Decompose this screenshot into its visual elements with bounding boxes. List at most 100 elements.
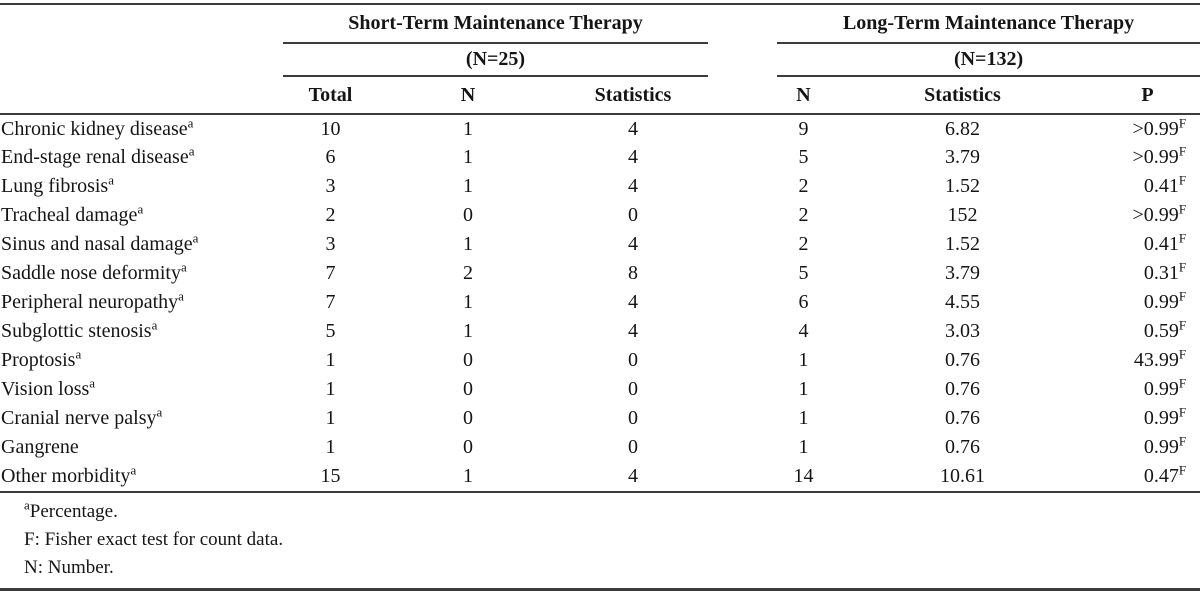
short-statistics-cell: 4	[628, 465, 638, 487]
row-label-text: Other morbidity	[1, 465, 131, 487]
short-n-cell: 1	[463, 320, 473, 342]
p-value-text: 43.99	[1133, 349, 1179, 371]
long-statistics-cell: 3.79	[945, 262, 981, 284]
table-row: Saddle nose deformitya 7 2 8 5 3.79 0.31…	[0, 259, 1200, 288]
p-value-text: 0.99	[1143, 291, 1179, 313]
footnote-line: aPercentage.	[24, 498, 1200, 526]
table-row: Other morbiditya 15 1 4 14 10.61 0.47F	[0, 462, 1200, 491]
p-value-text: >0.99	[1132, 146, 1179, 168]
p-value-text: >0.99	[1132, 117, 1179, 140]
spacer-cell	[708, 172, 777, 201]
footnote-marker: a	[151, 317, 158, 333]
p-value-text: 0.99	[1143, 436, 1179, 458]
group-header-row: Short-Term Maintenance Therapy Long-Term…	[0, 4, 1200, 44]
test-marker: F	[1178, 114, 1187, 130]
row-label-text: Lung fibrosis	[1, 175, 109, 197]
sample-size-row: (N=25) (N=132)	[0, 43, 1200, 77]
p-value-text: 0.47	[1143, 465, 1179, 487]
short-statistics-cell: 4	[628, 146, 638, 168]
p-value-cell: 0.47F	[1095, 462, 1200, 491]
total-cell: 15	[320, 465, 341, 487]
test-marker: F	[1178, 404, 1187, 420]
long-statistics-cell: 0.76	[945, 349, 981, 371]
long-n-cell: 1	[798, 407, 809, 429]
spacer-cell	[708, 4, 777, 43]
p-value-text: >0.99	[1132, 204, 1179, 226]
short-statistics-cell: 0	[628, 204, 638, 226]
short-n-cell: 0	[463, 378, 473, 400]
short-statistics-cell: 0	[628, 436, 638, 458]
col-header-total: Total	[283, 76, 378, 115]
short-n-cell: 1	[463, 117, 473, 140]
table-row: Peripheral neuropathya 7 1 4 6 4.55 0.99…	[0, 288, 1200, 317]
footnote-marker: a	[178, 288, 184, 304]
spacer-cell	[708, 288, 777, 317]
p-value-cell: >0.99F	[1095, 201, 1200, 230]
long-n-cell: 1	[798, 436, 809, 458]
short-statistics-cell: 8	[628, 262, 638, 284]
short-statistics-cell: 0	[628, 349, 638, 371]
long-n-cell: 2	[798, 233, 809, 255]
total-cell: 7	[325, 291, 336, 313]
total-cell: 1	[325, 436, 336, 458]
test-marker: F	[1178, 172, 1187, 188]
short-statistics-cell: 4	[628, 117, 638, 140]
morbidity-comparison-table: Short-Term Maintenance Therapy Long-Term…	[0, 3, 1200, 491]
spacer-cell	[708, 76, 778, 115]
spacer-cell	[708, 114, 777, 143]
long-n-cell: 9	[798, 117, 809, 140]
spacer-cell	[708, 259, 777, 288]
footnote-text: F: Fisher exact test for count data.	[24, 529, 284, 550]
table-row: Sinus and nasal damagea 3 1 4 2 1.52 0.4…	[0, 230, 1200, 259]
spacer-cell	[708, 201, 777, 230]
short-statistics-cell: 4	[628, 233, 638, 255]
p-value-cell: 43.99F	[1095, 346, 1200, 375]
long-statistics-cell: 3.79	[945, 146, 981, 168]
col-header-short-n: N	[378, 76, 558, 115]
test-marker: F	[1178, 317, 1187, 333]
short-n-cell: 0	[463, 407, 473, 429]
long-statistics-cell: 1.52	[945, 175, 981, 197]
row-label-cell: Chronic kidney diseasea	[0, 114, 283, 143]
long-term-n-label: (N=132)	[777, 43, 1200, 77]
row-label-cell: Peripheral neuropathya	[0, 288, 283, 317]
footnote-line: F: Fisher exact test for count data.	[24, 526, 1200, 554]
footnotes: aPercentage. F: Fisher exact test for co…	[0, 491, 1200, 591]
col-header-p: P	[1095, 76, 1200, 115]
total-cell: 5	[325, 320, 336, 342]
row-label-text: Vision loss	[1, 378, 90, 400]
footnote-marker: a	[156, 404, 163, 420]
short-n-cell: 0	[463, 204, 473, 226]
long-statistics-cell: 0.76	[945, 378, 981, 400]
table-row: Vision lossa 1 0 0 1 0.76 0.99F	[0, 375, 1200, 404]
footnote-text: N: Number.	[24, 557, 114, 578]
total-cell: 1	[325, 349, 336, 371]
row-label-text: Cranial nerve palsy	[1, 407, 157, 429]
test-marker: F	[1178, 201, 1187, 217]
p-value-text: 0.31	[1143, 262, 1179, 284]
row-label-cell: Vision lossa	[0, 375, 283, 404]
row-label-text: Sinus and nasal damage	[1, 233, 193, 255]
short-statistics-cell: 4	[628, 291, 638, 313]
table-row: Lung fibrosisa 3 1 4 2 1.52 0.41F	[0, 172, 1200, 201]
long-n-cell: 5	[798, 146, 809, 168]
short-statistics-cell: 0	[628, 407, 638, 429]
spacer-cell	[708, 433, 777, 462]
table-row: End-stage renal diseasea 6 1 4 5 3.79 >0…	[0, 143, 1200, 172]
footnote-marker: a	[180, 259, 187, 275]
long-statistics-cell: 3.03	[945, 320, 981, 342]
p-value-text: 0.41	[1143, 175, 1179, 197]
long-statistics-cell: 1.52	[945, 233, 981, 255]
short-term-group-header: Short-Term Maintenance Therapy	[283, 4, 709, 44]
total-cell: 6	[325, 146, 336, 168]
row-label-cell: Gangrene	[0, 433, 283, 462]
empty-corner-cell	[0, 4, 283, 43]
row-label-text: Gangrene	[1, 436, 79, 458]
total-cell: 3	[325, 233, 336, 255]
spacer-cell	[708, 230, 777, 259]
long-n-cell: 1	[798, 378, 809, 400]
long-n-cell: 2	[798, 175, 809, 197]
spacer-cell	[708, 462, 777, 491]
footnote-marker: a	[75, 346, 82, 362]
